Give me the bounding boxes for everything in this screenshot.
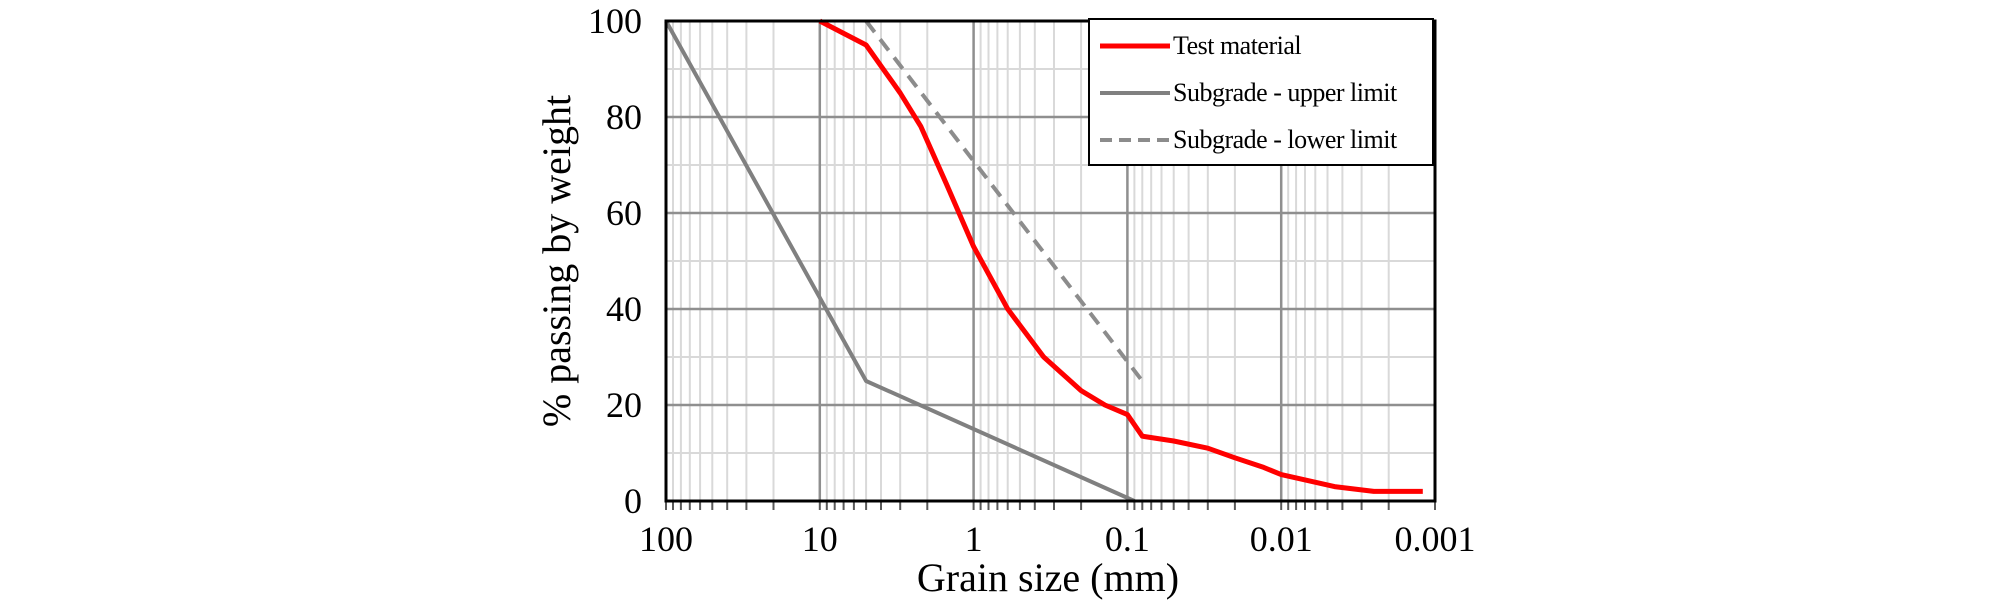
y-tick-label: 40 xyxy=(606,289,642,329)
y-tick-label: 0 xyxy=(624,481,642,521)
x-axis-title: Grain size (mm) xyxy=(916,555,1180,600)
y-tick-label: 80 xyxy=(606,97,642,137)
y-tick-label: 20 xyxy=(606,385,642,425)
x-tick-label: 0.1 xyxy=(1104,519,1150,559)
legend-item: Subgrade - upper limit xyxy=(1090,69,1432,116)
x-tick-label: 1 xyxy=(964,519,983,559)
legend: Test material Subgrade - upper limit Subgr… xyxy=(1088,18,1434,166)
legend-line-sample xyxy=(1100,43,1170,48)
legend-label: Test material xyxy=(1173,30,1302,60)
x-tick-label: 100 xyxy=(639,519,693,559)
x-tick-label: 0.001 xyxy=(1394,519,1476,559)
legend-label: Subgrade - lower limit xyxy=(1173,124,1397,154)
x-tick-label: 0.01 xyxy=(1249,519,1313,559)
legend-item: Subgrade - lower limit xyxy=(1090,116,1432,163)
y-tick-label: 100 xyxy=(588,1,642,41)
legend-line-sample xyxy=(1100,137,1170,142)
legend-line-sample xyxy=(1100,90,1170,95)
legend-label: Subgrade - upper limit xyxy=(1173,77,1397,107)
y-tick-label: 60 xyxy=(606,193,642,233)
y-axis-title: % passing by weight xyxy=(534,94,579,428)
legend-item: Test material xyxy=(1090,22,1432,69)
x-tick-label: 10 xyxy=(801,519,838,559)
